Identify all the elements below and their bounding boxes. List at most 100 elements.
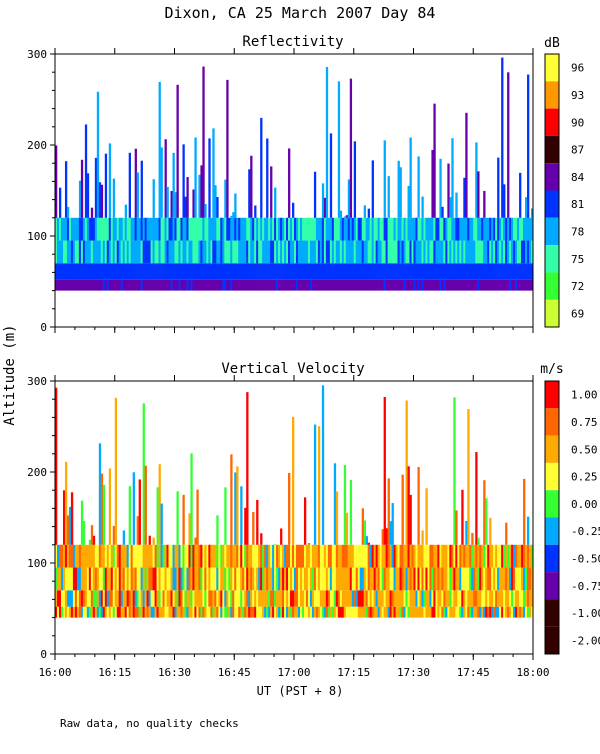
data-cell <box>176 263 179 280</box>
data-cell <box>469 279 472 291</box>
data-cell <box>417 263 420 280</box>
data-cell <box>86 173 90 218</box>
data-cell <box>258 217 261 241</box>
data-cell <box>162 217 165 241</box>
data-cell <box>234 567 237 591</box>
data-cell <box>335 240 339 264</box>
colorbar-label: -2.00 <box>571 634 600 647</box>
data-cell <box>56 240 60 264</box>
data-cell <box>268 279 271 291</box>
data-cell <box>188 544 191 568</box>
data-cell <box>192 240 195 264</box>
data-cell <box>355 217 359 241</box>
data-cell <box>96 279 100 291</box>
data-cell <box>144 465 147 545</box>
data-cell <box>172 279 175 291</box>
colorbar-segment <box>545 217 559 246</box>
data-cell <box>152 590 155 607</box>
data-cell <box>262 240 265 264</box>
data-cell <box>397 279 400 291</box>
data-cell <box>295 240 299 264</box>
y-axis-label: Altitude (m) <box>2 324 18 425</box>
data-cell <box>339 210 343 218</box>
data-cell <box>477 567 480 591</box>
data-cell <box>331 217 335 241</box>
data-cell <box>252 544 255 568</box>
data-cell <box>305 263 309 280</box>
data-cell <box>144 544 147 568</box>
data-cell <box>295 263 299 280</box>
data-cell <box>80 606 84 618</box>
data-cell <box>158 606 161 618</box>
data-cell <box>234 544 237 568</box>
data-cell <box>74 263 78 280</box>
data-cell <box>509 263 512 280</box>
data-cell <box>180 567 183 591</box>
data-cell <box>335 491 339 545</box>
data-cell <box>405 263 408 280</box>
y-tick-label: 300 <box>27 375 47 388</box>
data-cell <box>529 544 532 568</box>
data-cell <box>503 606 506 618</box>
data-cell <box>260 567 263 591</box>
data-cell <box>92 535 96 545</box>
colorbar-segment <box>545 490 559 518</box>
data-cell <box>513 217 516 241</box>
data-cell <box>90 263 94 280</box>
data-cell <box>138 263 141 280</box>
data-cell <box>102 606 106 618</box>
data-cell <box>475 142 478 218</box>
data-cell <box>164 240 167 264</box>
data-cell <box>64 461 68 545</box>
data-cell <box>397 590 400 607</box>
data-cell <box>399 279 402 291</box>
data-cell <box>230 217 233 241</box>
data-cell <box>106 544 110 568</box>
data-cell <box>425 544 428 568</box>
data-cell <box>405 400 408 545</box>
data-cell <box>379 590 382 607</box>
data-cell <box>339 567 343 591</box>
data-cell <box>419 567 422 591</box>
colorbar-segment <box>545 81 559 109</box>
data-cell <box>294 240 297 264</box>
data-cell <box>250 279 253 291</box>
data-cell <box>429 544 432 568</box>
data-cell <box>94 217 98 241</box>
data-cell <box>96 606 100 618</box>
data-cell <box>427 217 430 241</box>
data-cell <box>72 279 76 291</box>
data-cell <box>525 590 528 607</box>
data-cell <box>118 263 122 280</box>
data-cell <box>343 217 347 241</box>
data-cell <box>359 263 363 280</box>
data-cell <box>303 544 307 568</box>
data-cell <box>206 567 209 591</box>
data-cell <box>359 567 363 591</box>
data-cell <box>60 590 64 607</box>
data-cell <box>397 567 400 591</box>
data-cell <box>184 567 187 591</box>
data-cell <box>56 590 60 607</box>
data-cell <box>369 590 372 607</box>
data-cell <box>248 263 251 280</box>
data-cell <box>427 279 430 291</box>
data-cell <box>114 590 118 607</box>
colorbar-segment <box>545 299 559 327</box>
data-cell <box>114 217 118 241</box>
data-cell <box>128 544 131 568</box>
colorbar-label: 78 <box>571 225 584 238</box>
data-cell <box>124 279 127 291</box>
data-cell <box>144 590 147 607</box>
data-cell <box>513 240 516 264</box>
data-cell <box>230 454 233 545</box>
data-cell <box>301 263 305 280</box>
data-cell <box>331 544 335 568</box>
data-cell <box>284 217 287 241</box>
data-cell <box>170 263 173 280</box>
data-cell <box>226 590 229 607</box>
data-cell <box>240 567 243 591</box>
data-cell <box>104 153 108 218</box>
data-cell <box>495 567 498 591</box>
data-cell <box>345 606 349 618</box>
